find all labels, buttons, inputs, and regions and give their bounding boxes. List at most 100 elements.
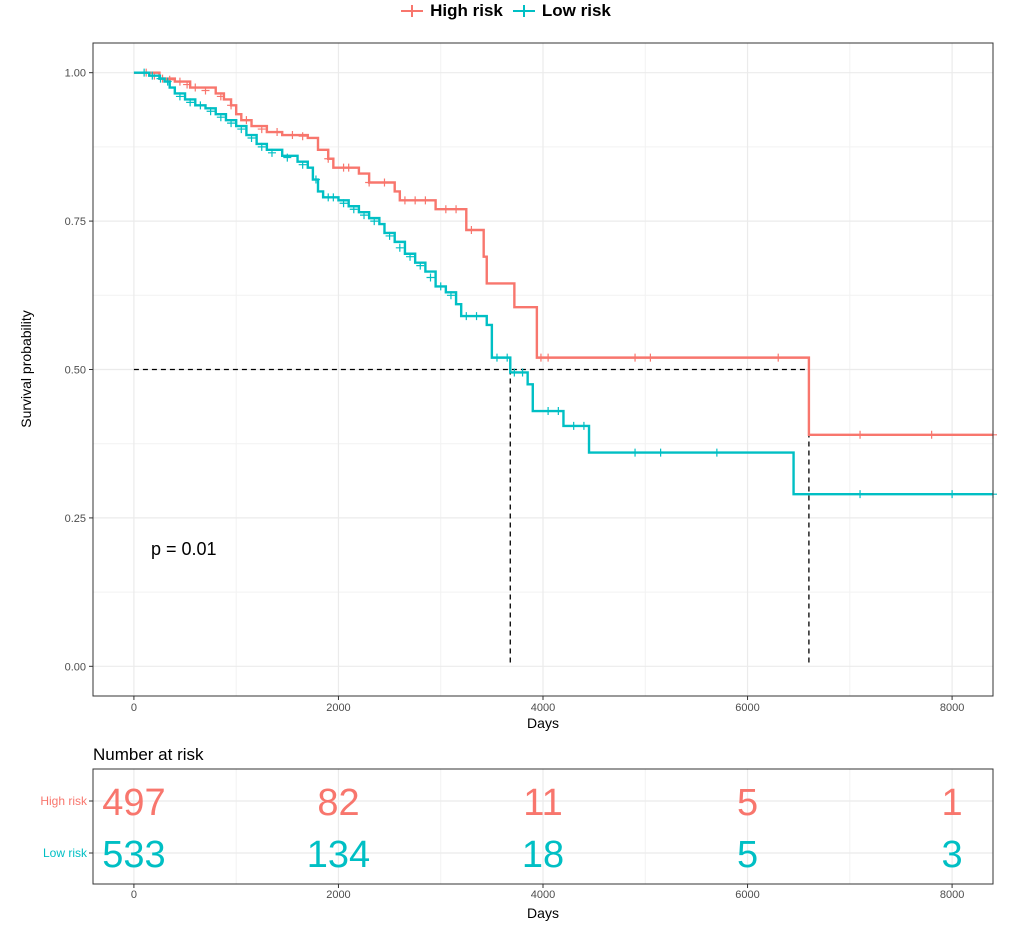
censor-mark-high-risk xyxy=(175,77,184,86)
risk-table-cells: High risk 497 82 11 5 1 Low risk 533 134 18 5 3 xyxy=(40,782,962,876)
censor-mark-high-risk xyxy=(411,196,420,205)
censor-mark-high-risk xyxy=(856,430,865,439)
censor-mark-low-risk xyxy=(163,77,172,86)
censor-mark-high-risk xyxy=(324,154,333,163)
x-tick-label: 6000 xyxy=(735,702,759,714)
risk-cell-high-risk: 82 xyxy=(317,782,359,824)
censor-mark-low-risk xyxy=(426,273,435,282)
censor-mark-low-risk xyxy=(329,193,338,202)
censor-mark-high-risk xyxy=(452,205,461,214)
censor-mark-high-risk xyxy=(544,353,553,362)
km-axes: 0 2000 4000 6000 8000 0.00 0.25 0.50 0.75 1.00 xyxy=(65,42,994,714)
censor-mark-high-risk xyxy=(273,128,282,137)
risk-x-tick-label: 2000 xyxy=(326,889,350,901)
y-tick-label: 0.00 xyxy=(65,661,86,673)
censor-mark-low-risk xyxy=(186,98,195,107)
survival-curves xyxy=(133,68,997,499)
censor-mark-high-risk xyxy=(467,225,476,234)
censor-mark-low-risk xyxy=(656,448,665,457)
censor-mark-low-risk xyxy=(416,261,425,270)
censor-mark-high-risk xyxy=(288,131,297,140)
censor-mark-low-risk xyxy=(436,282,445,291)
censor-mark-high-risk xyxy=(183,80,192,89)
censor-mark-low-risk xyxy=(140,68,149,77)
censor-mark-high-risk xyxy=(441,205,450,214)
risk-row-label-high-risk: High risk xyxy=(40,794,88,808)
x-tick-label: 0 xyxy=(131,702,137,714)
censor-mark-low-risk xyxy=(510,368,519,377)
censor-mark-low-risk xyxy=(267,148,276,157)
censor-mark-high-risk xyxy=(774,353,783,362)
censor-mark-low-risk xyxy=(360,211,369,220)
censor-mark-low-risk xyxy=(503,353,512,362)
censor-mark-low-risk xyxy=(544,407,553,416)
risk-cell-low-risk: 533 xyxy=(102,834,165,876)
censor-mark-high-risk xyxy=(191,83,200,92)
risk-cell-low-risk: 5 xyxy=(737,834,758,876)
censor-mark-low-risk xyxy=(712,448,721,457)
y-axis-title: Survival probability xyxy=(18,310,34,428)
risk-cell-high-risk: 1 xyxy=(942,782,963,824)
y-tick-label: 1.00 xyxy=(65,68,86,80)
high-risk-legend-key-icon xyxy=(401,4,424,18)
risk-table-title: Number at risk xyxy=(93,745,204,764)
censor-mark-high-risk xyxy=(421,196,430,205)
censor-mark-low-risk xyxy=(569,421,578,430)
legend-label-low-risk: Low risk xyxy=(541,1,611,20)
censor-mark-high-risk xyxy=(646,353,655,362)
risk-x-tick-label: 0 xyxy=(131,889,137,901)
censor-mark-high-risk xyxy=(631,353,640,362)
censor-mark-high-risk xyxy=(380,178,389,187)
censor-mark-low-risk xyxy=(385,231,394,240)
censor-mark-low-risk xyxy=(472,312,481,321)
censor-mark-high-risk xyxy=(400,196,409,205)
censor-mark-low-risk xyxy=(339,199,348,208)
censor-mark-low-risk xyxy=(237,125,246,134)
risk-cell-high-risk: 5 xyxy=(737,782,758,824)
censor-mark-high-risk xyxy=(365,178,374,187)
censor-mark-low-risk xyxy=(298,160,307,169)
series-high-risk xyxy=(133,68,997,439)
censor-mark-low-risk xyxy=(311,175,320,184)
legend-item-low-risk: Low risk xyxy=(512,1,611,21)
censor-mark-high-risk xyxy=(927,430,936,439)
censor-mark-low-risk xyxy=(283,153,292,162)
risk-cell-high-risk: 11 xyxy=(523,782,562,824)
risk-table-axes: 0 2000 4000 6000 8000 xyxy=(92,768,994,901)
censor-mark-low-risk xyxy=(554,407,563,416)
censor-mark-low-risk xyxy=(462,312,471,321)
p-value-annotation: p = 0.01 xyxy=(151,539,217,559)
censor-mark-low-risk xyxy=(406,252,415,261)
x-tick-label: 8000 xyxy=(940,702,964,714)
censor-mark-low-risk xyxy=(856,490,865,499)
censor-mark-low-risk xyxy=(518,368,527,377)
censor-mark-low-risk xyxy=(216,113,225,122)
censor-mark-low-risk xyxy=(206,107,215,116)
censor-mark-high-risk xyxy=(344,163,353,172)
legend: High risk Low risk xyxy=(0,0,1012,22)
censor-mark-low-risk xyxy=(227,119,236,128)
low-risk-legend-key-icon xyxy=(512,4,535,18)
risk-row-label-low-risk: Low risk xyxy=(43,846,88,860)
censor-mark-high-risk xyxy=(201,86,210,95)
censor-mark-low-risk xyxy=(370,217,379,226)
legend-label-high-risk: High risk xyxy=(430,1,503,20)
risk-cell-high-risk: 497 xyxy=(102,782,165,824)
censor-mark-high-risk xyxy=(257,125,266,134)
y-tick-label: 0.25 xyxy=(65,513,86,525)
censor-mark-low-risk xyxy=(492,353,501,362)
censor-mark-low-risk xyxy=(349,205,358,214)
censor-mark-low-risk xyxy=(948,490,957,499)
censor-mark-low-risk xyxy=(579,421,588,430)
censor-mark-high-risk xyxy=(242,116,251,125)
censor-mark-high-risk xyxy=(227,101,236,110)
x-tick-label: 4000 xyxy=(531,702,555,714)
censor-mark-high-risk xyxy=(298,132,307,141)
risk-table-gridlines xyxy=(93,769,993,884)
legend-item-high-risk: High risk xyxy=(401,1,503,21)
censor-mark-low-risk xyxy=(446,291,455,300)
censor-mark-low-risk xyxy=(631,448,640,457)
censor-mark-low-risk xyxy=(175,92,184,101)
km-x-axis-title: Days xyxy=(527,715,559,731)
